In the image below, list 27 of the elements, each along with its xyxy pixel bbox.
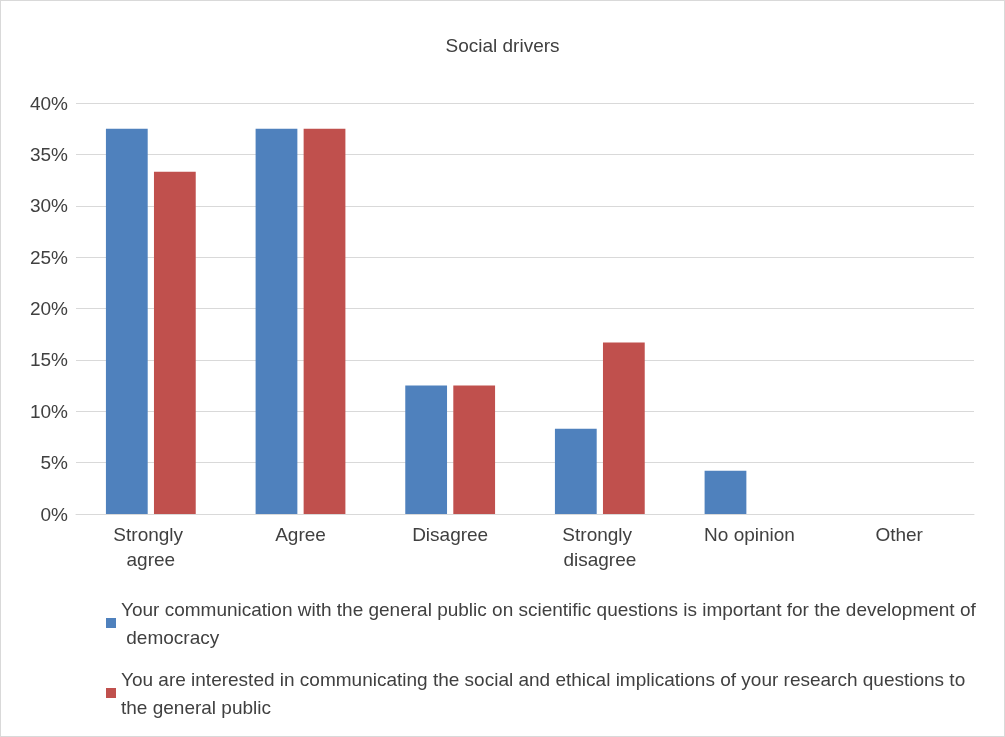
bar (303, 128, 346, 514)
bar (704, 470, 747, 514)
y-tick-label: 15% (29, 349, 69, 371)
chart-title: Social drivers (445, 35, 560, 56)
y-tick-label: 30% (29, 195, 69, 217)
x-tick-label: Strongly disagree (562, 524, 638, 570)
bar (255, 128, 298, 514)
bar (153, 171, 196, 514)
bar (602, 342, 645, 514)
y-tick-label: 0% (40, 503, 69, 525)
y-tick-label: 35% (29, 143, 69, 165)
bar (405, 385, 448, 514)
bar (105, 128, 148, 514)
legend-label: You are interested in communicating the social and ethical implications of your research questions to the general public (121, 668, 971, 718)
x-tick-label: Strongly agree (113, 524, 189, 570)
y-tick-label: 10% (29, 400, 69, 422)
y-tick-label: 25% (29, 246, 69, 268)
y-tick-label: 40% (29, 92, 69, 114)
bar (554, 428, 597, 514)
x-tick-label: Agree (275, 524, 326, 545)
y-tick-label: 5% (40, 452, 69, 474)
y-tick-label: 20% (29, 298, 69, 319)
x-tick-label: Other (875, 524, 924, 545)
x-tick-label: No opinion (704, 524, 795, 545)
legend-label: Your communication with the general public on scientific questions is important for the development of democracy (121, 598, 977, 648)
bar (453, 385, 496, 514)
x-tick-label: Disagree (412, 524, 489, 545)
